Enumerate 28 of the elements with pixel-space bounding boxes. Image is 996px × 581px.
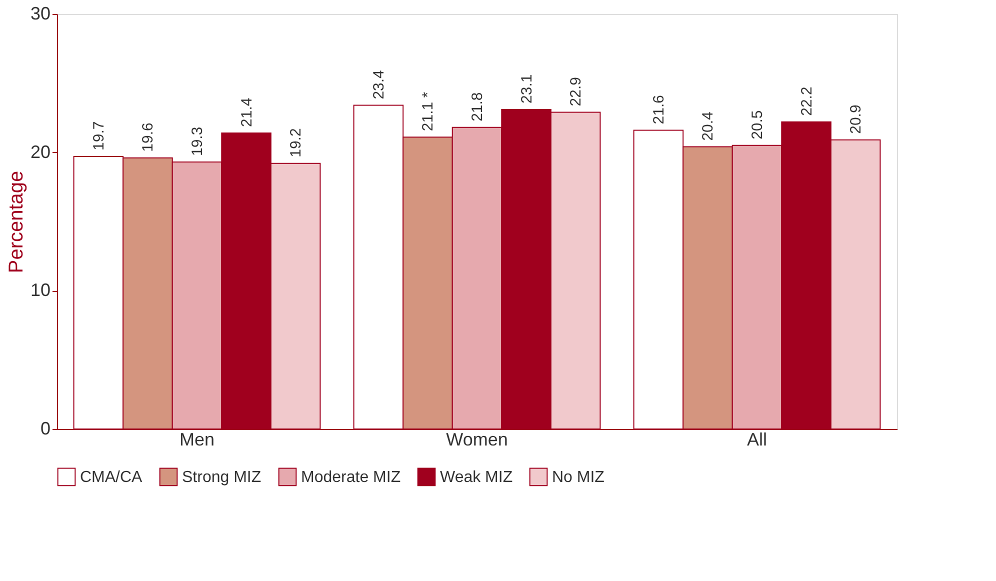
data-label: 19.2 — [288, 128, 305, 158]
data-label: 22.2 — [798, 86, 816, 116]
data-label: 21.4 — [238, 98, 256, 127]
data-label: 19.6 — [140, 122, 157, 152]
legend-label: Weak MIZ — [440, 468, 513, 486]
data-label: 21.6 — [650, 94, 668, 124]
legend-label: CMA/CA — [80, 468, 143, 486]
y-tick-label: 30 — [30, 4, 50, 24]
x-tick-label: Women — [446, 430, 508, 450]
legend-label: Moderate MIZ — [301, 468, 401, 486]
legend-label: Strong MIZ — [182, 468, 262, 486]
x-tick-label: Men — [179, 430, 215, 450]
data-label: 21.1 * — [420, 92, 437, 132]
data-label: 21.8 — [469, 92, 486, 122]
data-label: 23.1 — [518, 74, 536, 104]
data-label: 22.9 — [568, 77, 585, 106]
x-tick-label: All — [746, 430, 768, 450]
legend-label: No MIZ — [552, 468, 605, 486]
data-label: 23.4 — [370, 70, 388, 100]
data-label: 20.4 — [700, 112, 717, 141]
y-axis-title: Percentage — [5, 170, 28, 274]
data-label: 20.5 — [749, 110, 766, 140]
y-tick-label: 10 — [30, 280, 50, 300]
y-tick-label: 20 — [30, 142, 50, 162]
data-label: 19.3 — [189, 126, 206, 156]
data-label: 20.9 — [848, 104, 865, 134]
y-tick-label: 0 — [40, 418, 50, 438]
data-label: 19.7 — [90, 121, 108, 150]
